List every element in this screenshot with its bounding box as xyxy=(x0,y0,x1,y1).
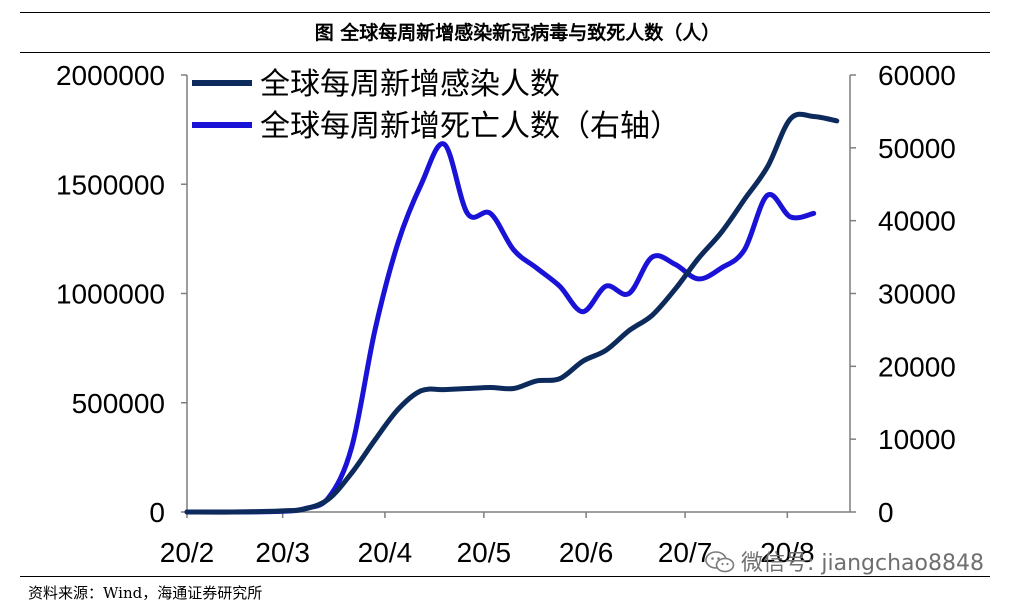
y2-tick-label: 0 xyxy=(878,497,894,528)
legend-label: 全球每周新增感染人数 xyxy=(260,67,560,102)
y2-tick-label: 10000 xyxy=(878,424,956,455)
y-tick-label: 1000000 xyxy=(56,279,165,310)
x-tick-label: 20/3 xyxy=(255,537,310,568)
watermark: 微信号: jiangchao8848 xyxy=(705,545,984,577)
series-line-infections xyxy=(184,111,840,515)
source-note: 资料来源：Wind，海通证券研究所 xyxy=(28,584,263,602)
y2-tick-label: 30000 xyxy=(878,279,956,310)
x-tick-label: 20/4 xyxy=(358,537,413,568)
x-tick-label: 20/8 xyxy=(760,537,815,568)
bottom-rule xyxy=(20,576,990,577)
y-tick-label: 1500000 xyxy=(56,169,165,200)
title-rule xyxy=(20,52,990,53)
x-tick-label: 20/7 xyxy=(658,537,713,568)
y-tick-label: 500000 xyxy=(72,388,165,419)
series-line-deaths xyxy=(184,141,817,515)
y2-tick-label: 50000 xyxy=(878,133,956,164)
y2-tick-label: 20000 xyxy=(878,351,956,382)
y2-tick-label: 40000 xyxy=(878,206,956,237)
top-rule xyxy=(20,12,990,13)
legend-label: 全球每周新增死亡人数（右轴） xyxy=(260,109,680,144)
y-tick-label: 0 xyxy=(149,497,165,528)
x-tick-label: 20/5 xyxy=(457,537,512,568)
wechat-icon xyxy=(705,551,735,573)
line-chart: 0 500000 1000000 1500000 2000000 0 10000 20000 3… xyxy=(56,60,956,568)
x-tick-label: 20/6 xyxy=(559,537,614,568)
y2-tick-label: 60000 xyxy=(878,60,956,91)
x-tick-label: 20/2 xyxy=(160,537,215,568)
watermark-text: 微信号: jiangchao8848 xyxy=(741,551,984,576)
y-tick-label: 2000000 xyxy=(56,60,165,91)
figure-title: 图 全球每周新增感染新冠病毒与致死人数（人） xyxy=(314,22,721,44)
